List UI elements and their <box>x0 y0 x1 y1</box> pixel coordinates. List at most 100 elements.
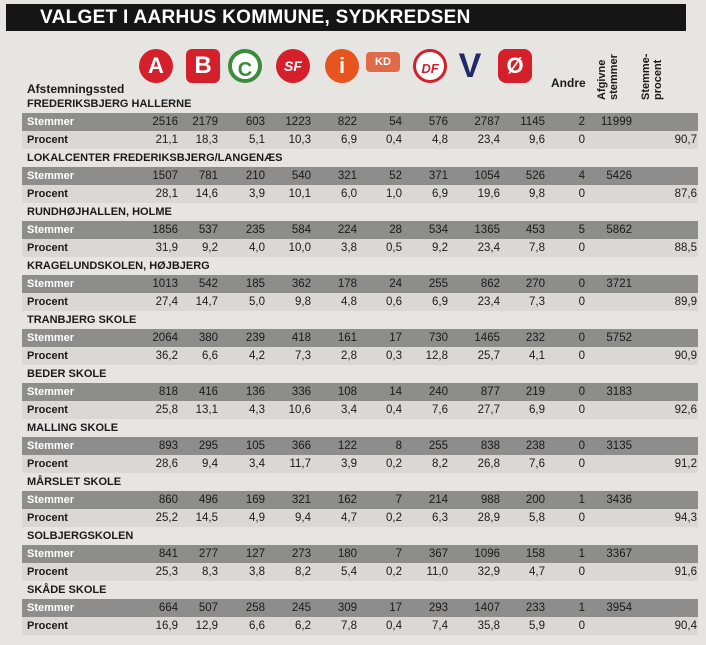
cell: 1145 <box>520 116 545 128</box>
row-band <box>22 401 698 419</box>
cell: 0 <box>578 512 585 524</box>
cell: 0 <box>578 188 585 200</box>
cell: 28,1 <box>155 188 178 200</box>
row-label: Stemmer <box>27 386 75 398</box>
row-band <box>22 617 698 635</box>
cell: 321 <box>291 494 311 506</box>
cell: 8 <box>395 440 402 452</box>
cell: 4,1 <box>529 350 545 362</box>
cell: 7 <box>395 494 402 506</box>
cell: 92,6 <box>674 404 697 416</box>
cell: 0 <box>578 296 585 308</box>
cell: 9,4 <box>295 512 311 524</box>
cell: 9,2 <box>432 242 448 254</box>
cell: 52 <box>389 170 402 182</box>
cell: 94,3 <box>674 512 697 524</box>
cell: 90,7 <box>674 134 697 146</box>
cell: 277 <box>198 548 218 560</box>
row-label: Stemmer <box>27 332 75 344</box>
row-label: Procent <box>27 512 68 524</box>
cell: 0 <box>578 440 585 452</box>
row-label: Stemmer <box>27 116 75 128</box>
cell: 87,6 <box>674 188 697 200</box>
cell: 860 <box>158 494 178 506</box>
cell: 576 <box>428 116 448 128</box>
cell: 6,6 <box>249 620 265 632</box>
row-band <box>22 275 698 293</box>
cell: 7,3 <box>529 296 545 308</box>
row-label: Procent <box>27 188 68 200</box>
cell: 36,2 <box>155 350 178 362</box>
cell: 5426 <box>606 170 632 182</box>
row-label: Procent <box>27 566 68 578</box>
cell: 180 <box>337 548 357 560</box>
cell: 8,3 <box>202 566 218 578</box>
cell: 91,6 <box>674 566 697 578</box>
cell: 0 <box>578 620 585 632</box>
row-band <box>22 185 698 203</box>
cell: 1 <box>578 494 585 506</box>
cell: 0,2 <box>386 512 402 524</box>
cell: 0,3 <box>386 350 402 362</box>
cell: 12,8 <box>425 350 448 362</box>
cell: 91,2 <box>674 458 697 470</box>
cell: 13,1 <box>195 404 218 416</box>
cell: 366 <box>291 440 311 452</box>
cell: 232 <box>525 332 545 344</box>
cell: 336 <box>291 386 311 398</box>
cell: 603 <box>245 116 265 128</box>
cell: 0 <box>578 350 585 362</box>
cell: 1507 <box>152 170 178 182</box>
cell: 245 <box>291 602 311 614</box>
cell: 7 <box>395 548 402 560</box>
cell: 16,9 <box>155 620 178 632</box>
cell: 233 <box>525 602 545 614</box>
cell: 258 <box>245 602 265 614</box>
cell: 293 <box>428 602 448 614</box>
cell: 540 <box>291 170 311 182</box>
cell: 309 <box>337 602 357 614</box>
cell: 238 <box>525 440 545 452</box>
cell: 542 <box>198 278 218 290</box>
cell: 255 <box>428 278 448 290</box>
cell: 270 <box>525 278 545 290</box>
cell: 2516 <box>152 116 178 128</box>
cell: 3367 <box>606 548 632 560</box>
party-logo: i <box>325 49 359 83</box>
cell: 1365 <box>474 224 500 236</box>
cell: 10,1 <box>288 188 311 200</box>
cell: 25,2 <box>155 512 178 524</box>
cell: 7,6 <box>529 458 545 470</box>
cell: 2179 <box>192 116 218 128</box>
cell: 0 <box>578 278 585 290</box>
cast-header: Afgivne stemmer <box>596 54 620 100</box>
cell: 219 <box>525 386 545 398</box>
cell: 4,7 <box>341 512 357 524</box>
row-label: Procent <box>27 620 68 632</box>
cell: 240 <box>428 386 448 398</box>
cell: 6,9 <box>432 296 448 308</box>
cell: 0,4 <box>386 620 402 632</box>
cell: 27,7 <box>477 404 500 416</box>
cell: 23,4 <box>477 296 500 308</box>
row-band <box>22 545 698 563</box>
cell: 14 <box>389 386 402 398</box>
cell: 178 <box>337 278 357 290</box>
row-label: Stemmer <box>27 278 75 290</box>
cell: 5,8 <box>529 512 545 524</box>
row-band <box>22 491 698 509</box>
cell: 0,4 <box>386 134 402 146</box>
row-band <box>22 131 698 149</box>
cell: 7,4 <box>432 620 448 632</box>
cell: 54 <box>389 116 402 128</box>
cell: 0 <box>578 458 585 470</box>
cell: 988 <box>480 494 500 506</box>
cell: 0,2 <box>386 458 402 470</box>
cell: 5,0 <box>249 296 265 308</box>
row-label: Stemmer <box>27 440 75 452</box>
cell: 3,4 <box>249 458 265 470</box>
cell: 210 <box>245 170 265 182</box>
cell: 4,9 <box>249 512 265 524</box>
cell: 4,7 <box>529 566 545 578</box>
